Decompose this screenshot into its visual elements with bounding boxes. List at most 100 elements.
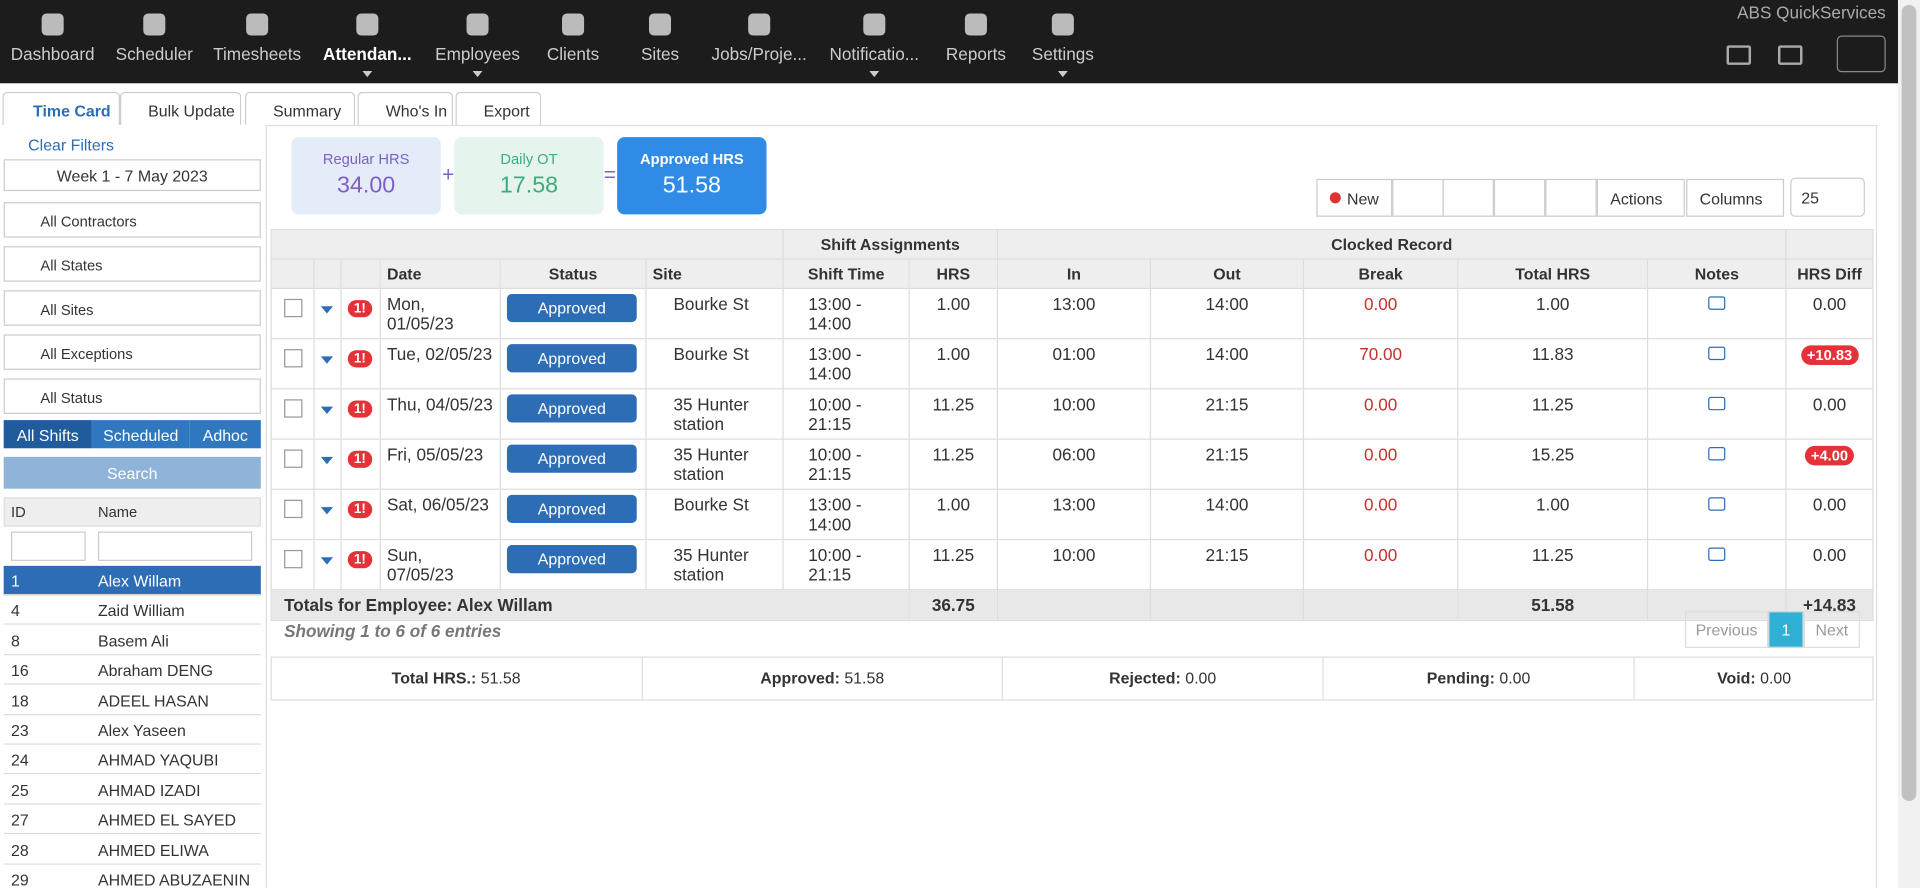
note-icon[interactable] [1708, 447, 1726, 461]
filter-select[interactable]: All Exceptions [3, 334, 261, 370]
filter-select[interactable]: All States [3, 246, 261, 282]
nav-item[interactable]: Scheduler [115, 44, 193, 64]
status-button[interactable]: Approved [506, 444, 637, 473]
status-button[interactable]: Approved [506, 494, 637, 523]
page-button[interactable]: Previous [1684, 611, 1769, 648]
employee-row[interactable]: 28 AHMED ELIWA [3, 835, 261, 865]
employee-row[interactable]: 25 AHMAD IZADI [3, 775, 261, 805]
nav-icon[interactable] [748, 13, 771, 36]
column-header[interactable]: Shift Time [782, 258, 910, 290]
tab[interactable]: Summary [244, 91, 356, 125]
header-icon[interactable] [1777, 45, 1803, 65]
employee-row[interactable]: 1 Alex Willam [3, 565, 261, 596]
header-icon[interactable] [1726, 45, 1752, 65]
tab[interactable]: Who's In [357, 91, 454, 125]
status-button[interactable]: Approved [506, 344, 637, 373]
column-header[interactable]: Total HRS [1457, 258, 1649, 290]
week-picker[interactable]: Week 1 - 7 May 2023 [3, 159, 261, 192]
page-button[interactable]: Next [1803, 611, 1861, 648]
status-button[interactable]: Approved [506, 394, 637, 423]
employee-row[interactable]: 4 Zaid William [3, 596, 261, 626]
employee-row[interactable]: 8 Basem Ali [3, 626, 261, 656]
columns-button[interactable]: Columns [1686, 178, 1785, 217]
column-header[interactable]: In [996, 258, 1152, 290]
checkbox[interactable] [284, 449, 303, 468]
expand-caret[interactable] [320, 406, 334, 414]
toolbar-icon[interactable] [1545, 178, 1597, 217]
nav-icon[interactable] [863, 13, 886, 36]
nav-icon[interactable] [356, 13, 379, 36]
nav-item[interactable]: Sites [640, 44, 680, 64]
column-header[interactable]: HRS [908, 258, 999, 290]
column-header[interactable]: Site [645, 258, 784, 290]
nav-item[interactable]: Settings [1031, 44, 1094, 64]
note-icon[interactable] [1708, 396, 1726, 411]
search-button[interactable]: Search [3, 456, 261, 489]
filter-select[interactable]: All Contractors [3, 202, 261, 238]
column-header[interactable]: Date [379, 258, 501, 290]
page-button[interactable]: 1 [1768, 611, 1804, 648]
expand-caret[interactable] [320, 306, 334, 314]
nav-icon[interactable] [1051, 13, 1074, 36]
checkbox[interactable] [284, 298, 303, 318]
filter-select[interactable]: All Status [3, 378, 261, 414]
checkbox[interactable] [284, 349, 303, 368]
column-header[interactable]: Break [1302, 258, 1459, 290]
expand-caret[interactable] [320, 356, 334, 364]
column-header[interactable]: Notes [1646, 258, 1787, 290]
expand-caret[interactable] [320, 456, 334, 465]
filter-input[interactable] [11, 531, 86, 561]
expand-caret[interactable] [320, 507, 334, 515]
employee-row[interactable]: 29 AHMED ABUZAENIN [4, 865, 261, 888]
checkbox[interactable] [284, 399, 303, 418]
nav-icon[interactable] [246, 13, 269, 36]
column-header[interactable]: Out [1149, 258, 1305, 290]
nav-icon[interactable] [562, 13, 585, 36]
shift-toggle[interactable]: Adhoc [189, 420, 261, 449]
expand-caret[interactable] [320, 557, 334, 565]
nav-icon[interactable] [143, 13, 166, 36]
employee-row[interactable]: 16 Abraham DENG [3, 655, 261, 685]
nav-item[interactable]: Jobs/Proje... [711, 44, 807, 64]
checkbox[interactable] [284, 499, 303, 519]
nav-item[interactable]: Notificatio... [829, 44, 920, 64]
page-size[interactable]: 25 [1790, 177, 1865, 217]
tab[interactable]: Export [455, 91, 542, 125]
tab[interactable]: Bulk Update [120, 91, 242, 125]
employee-row[interactable]: 24 AHMAD YAQUBI [3, 745, 261, 775]
column-header[interactable]: HRS Diff [1785, 258, 1874, 290]
nav-item[interactable]: Timesheets [213, 44, 302, 64]
tab[interactable]: Time Card [2, 91, 121, 125]
nav-item[interactable]: Dashboard [10, 44, 95, 64]
note-icon[interactable] [1708, 346, 1726, 361]
nav-icon[interactable] [964, 13, 987, 36]
employee-row[interactable]: 27 AHMED EL SAYED [3, 805, 261, 835]
employee-row[interactable]: 18 ADEEL HASAN [3, 685, 261, 715]
status-button[interactable]: Approved [506, 293, 637, 323]
new-button[interactable]: New [1316, 178, 1393, 217]
nav-item[interactable]: Clients [546, 44, 600, 64]
shift-toggle[interactable]: Scheduled [91, 420, 190, 449]
toolbar-icon[interactable] [1493, 178, 1546, 217]
menu-button[interactable] [1836, 35, 1886, 73]
filter-input[interactable] [97, 531, 253, 561]
checkbox[interactable] [284, 549, 303, 569]
nav-icon[interactable] [41, 13, 64, 36]
note-icon[interactable] [1708, 296, 1726, 310]
nav-icon[interactable] [648, 13, 672, 36]
nav-icon[interactable] [466, 13, 489, 36]
employee-row[interactable]: 23 Alex Yaseen [3, 715, 261, 745]
nav-item[interactable]: Reports [945, 44, 1006, 64]
actions-button[interactable]: Actions [1596, 178, 1685, 217]
clear-filters[interactable]: Clear Filters [28, 135, 114, 155]
note-icon[interactable] [1708, 497, 1726, 511]
toolbar-icon[interactable] [1442, 178, 1494, 217]
status-button[interactable]: Approved [506, 545, 637, 574]
filter-select[interactable]: All Sites [3, 290, 261, 326]
shift-toggle[interactable]: All Shifts [3, 420, 92, 449]
toolbar-icon[interactable] [1392, 178, 1444, 217]
nav-item[interactable]: Attendan... [323, 44, 412, 64]
note-icon[interactable] [1708, 547, 1726, 561]
nav-item[interactable]: Employees [435, 44, 520, 64]
column-header[interactable]: Status [499, 258, 647, 290]
